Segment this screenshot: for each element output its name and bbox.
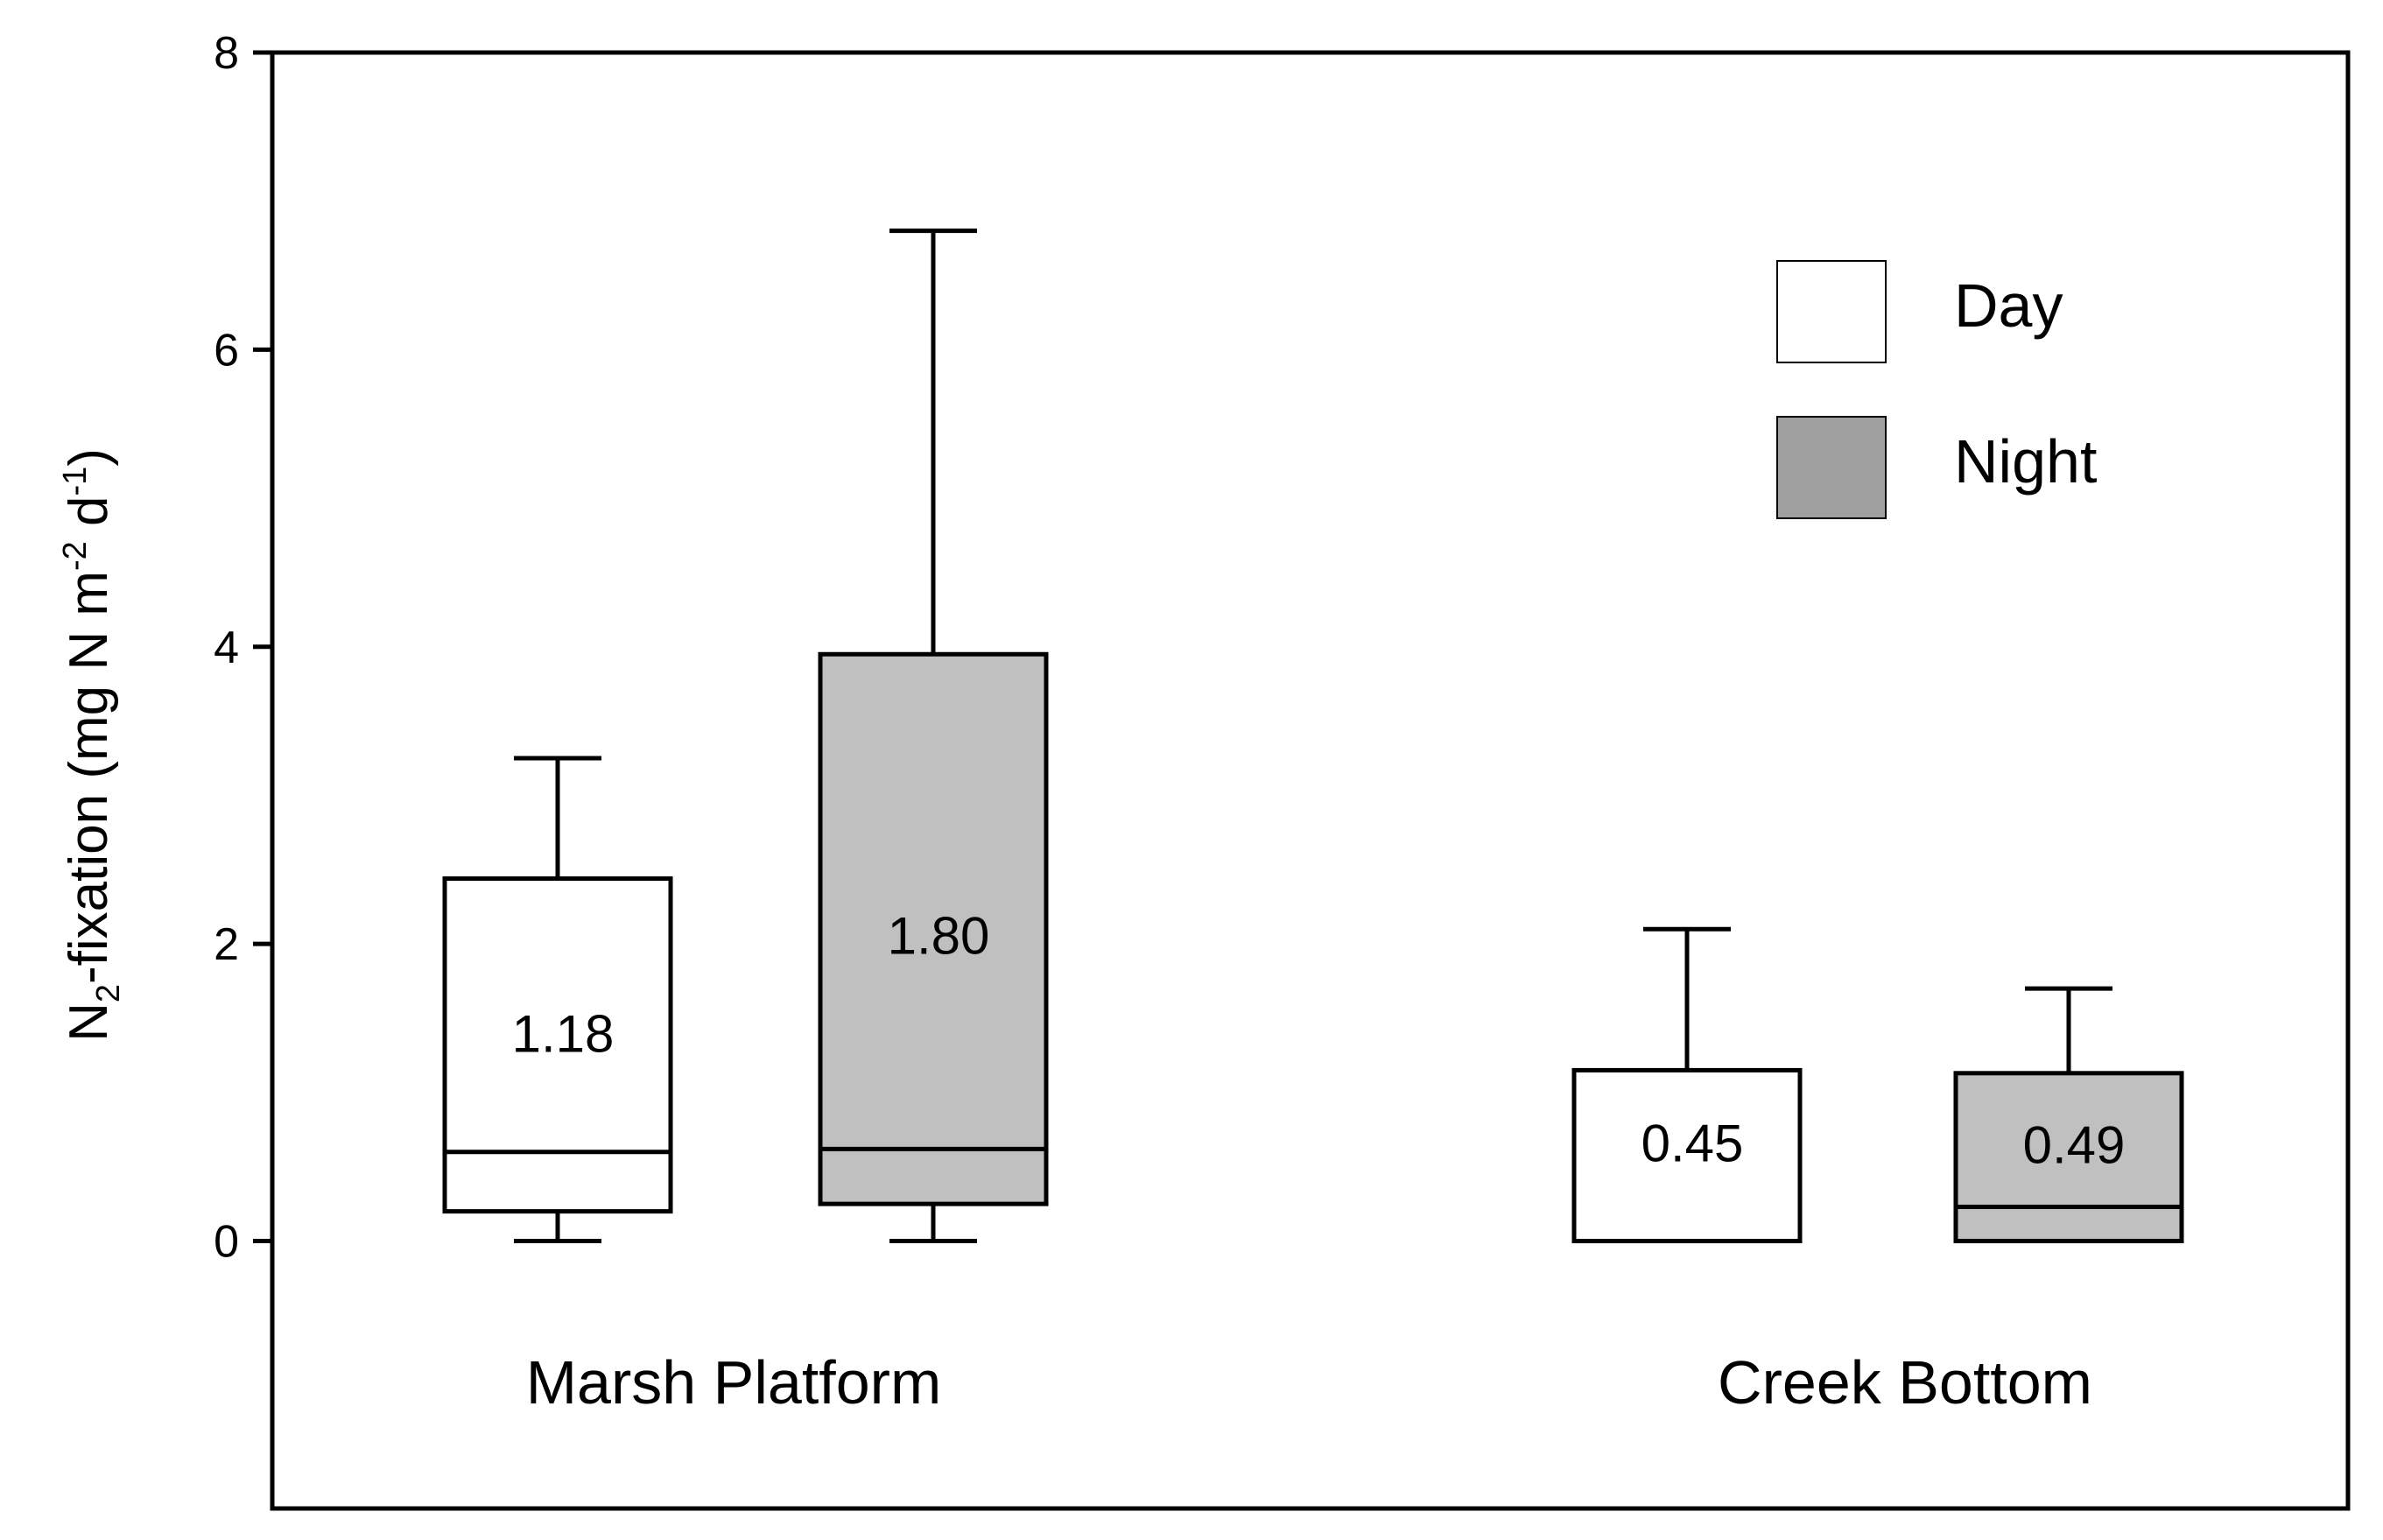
y-tick-label: 0 bbox=[214, 1217, 239, 1268]
box-iqr bbox=[1953, 1071, 2184, 1244]
y-tick-label: 8 bbox=[214, 28, 239, 79]
mean-value-label: 1.18 bbox=[512, 1004, 615, 1063]
mean-value-label: 0.49 bbox=[2023, 1115, 2126, 1174]
box-series: 1.18 1.80 0.45 0.49 bbox=[442, 229, 2184, 1244]
legend-label: Day bbox=[1954, 271, 2063, 340]
y-axis-label: N2-fixation (mg N m-2 d-1) bbox=[57, 448, 127, 1042]
legend-swatch bbox=[1776, 260, 1887, 363]
legend-item-night: Night bbox=[1776, 416, 2097, 519]
group-label: Creek Bottom bbox=[1718, 1348, 2092, 1417]
y-tick-label: 6 bbox=[214, 325, 239, 376]
y-tick-label: 2 bbox=[214, 919, 239, 970]
mean-value-label: 1.80 bbox=[888, 906, 990, 965]
box-iqr bbox=[442, 875, 673, 1214]
legend-label: Night bbox=[1954, 427, 2097, 496]
mean-value-label: 0.45 bbox=[1641, 1114, 1744, 1172]
y-tick-label: 4 bbox=[214, 622, 239, 673]
group-label: Marsh Platform bbox=[526, 1348, 942, 1417]
box-iqr bbox=[818, 651, 1049, 1206]
legend: Day Night bbox=[1776, 260, 2097, 519]
box-night: 0.49 bbox=[1953, 986, 2184, 1244]
y-axis-ticks: 0 2 4 6 8 bbox=[214, 28, 272, 1268]
group-labels: Marsh Platform Creek Bottom bbox=[526, 1348, 2092, 1417]
plot-frame bbox=[270, 50, 2351, 1511]
box-iqr bbox=[1571, 1067, 1803, 1244]
box-day: 1.18 bbox=[442, 756, 673, 1244]
box-day: 0.45 bbox=[1571, 926, 1803, 1244]
legend-swatch bbox=[1776, 416, 1887, 519]
box-night: 1.80 bbox=[818, 229, 1049, 1244]
legend-item-day: Day bbox=[1776, 260, 2063, 363]
